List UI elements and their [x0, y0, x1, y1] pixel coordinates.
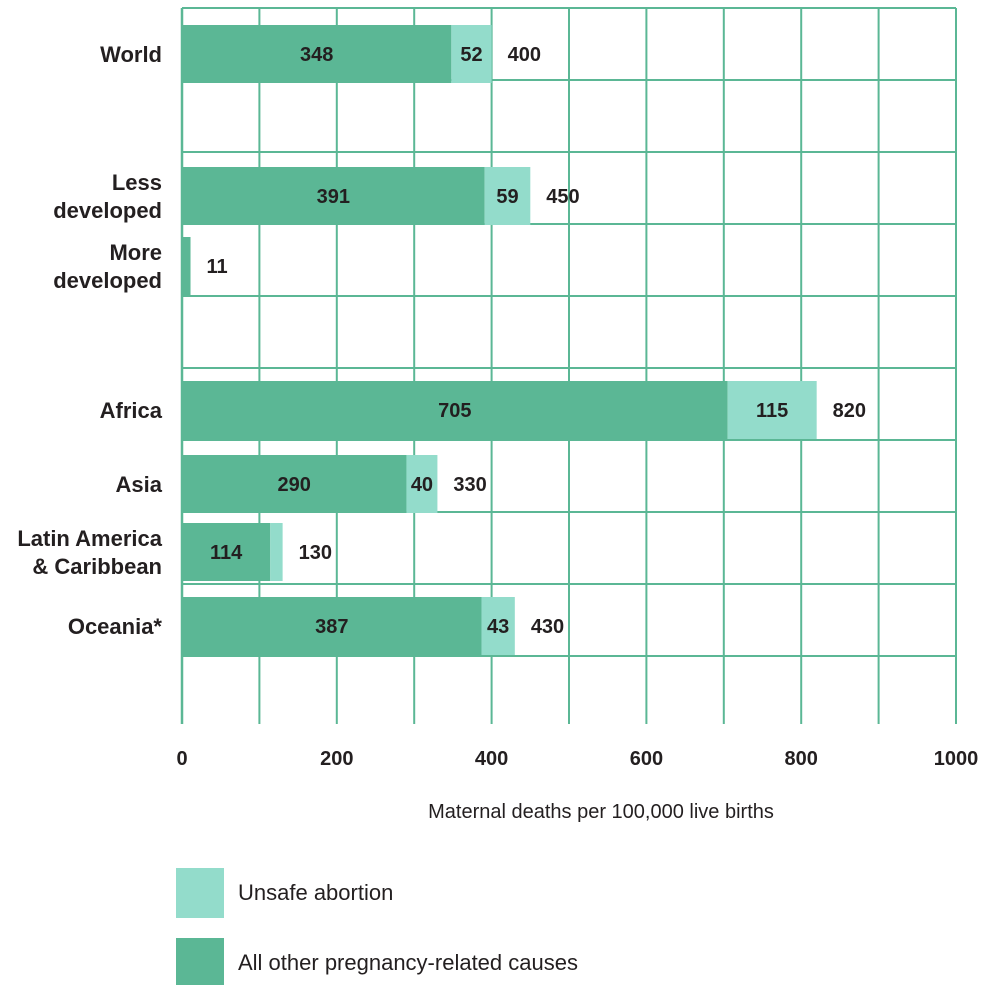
bar-total-label: 450 [546, 186, 579, 208]
bar-total-label: 11 [207, 256, 228, 278]
category-label: World [100, 42, 162, 67]
bar-segment [270, 523, 283, 581]
bar-value-label: 387 [315, 616, 348, 638]
bar-segment [182, 523, 271, 581]
x-tick-labels: 0 200 400 600 800 1000 [176, 748, 978, 770]
bar-segment [481, 597, 515, 655]
x-tick-label: 0 [176, 748, 187, 770]
category-label: Latin America & Caribbean [17, 526, 162, 579]
x-tick-label: 200 [320, 748, 353, 770]
bar-segment [182, 167, 485, 225]
bar-total-label: 400 [508, 44, 541, 66]
bar-value-label: 115 [756, 400, 788, 422]
bar-total-label: 130 [299, 542, 332, 564]
x-axis-title: Maternal deaths per 100,000 live births [428, 801, 774, 823]
category-label: Less developed [53, 170, 162, 223]
bar-segment [182, 25, 452, 83]
bar-value-label: 348 [300, 44, 333, 66]
bar-segment [451, 25, 492, 83]
bar-value-label: 705 [438, 400, 471, 422]
bar-value-label: 43 [487, 616, 509, 638]
legend-label: All other pregnancy-related causes [238, 950, 578, 975]
category-label: Africa [100, 398, 163, 423]
bar-segment [182, 455, 407, 513]
x-tick-label: 800 [785, 748, 818, 770]
grid [180, 7, 957, 724]
legend-label: Unsafe abortion [238, 880, 393, 905]
bar-value-label: 40 [411, 474, 433, 496]
bar-value-label: 114 [210, 542, 243, 564]
legend-swatch [176, 868, 224, 918]
bars: 348 52 400 391 59 450 11 705 115 820 290 40 330 114 13… [182, 25, 866, 655]
bar-value-label: 290 [278, 474, 311, 496]
bar-value-label: 59 [496, 186, 518, 208]
category-label: Oceania* [68, 614, 163, 639]
bar-value-label: 391 [317, 186, 350, 208]
x-tick-label: 1000 [934, 748, 979, 770]
x-tick-label: 600 [630, 748, 663, 770]
legend-swatch [176, 938, 224, 985]
bar-segment [406, 455, 438, 513]
bar-value-label: 52 [460, 44, 482, 66]
bar-total-label: 330 [453, 474, 486, 496]
category-labels: World Less developed More developed Africa Asi… [17, 42, 162, 639]
x-tick-label: 400 [475, 748, 508, 770]
legend: Unsafe abortion All other pregnancy-relat… [176, 868, 578, 985]
bar-total-label: 820 [833, 400, 866, 422]
bar-segment [727, 381, 817, 439]
bar-total-label: 430 [531, 616, 564, 638]
bar-segment [182, 597, 482, 655]
bar-segment [484, 167, 531, 225]
category-label: More developed [53, 240, 162, 293]
bar-segment [182, 237, 191, 295]
bar-segment [182, 381, 728, 439]
category-label: Asia [116, 472, 163, 497]
